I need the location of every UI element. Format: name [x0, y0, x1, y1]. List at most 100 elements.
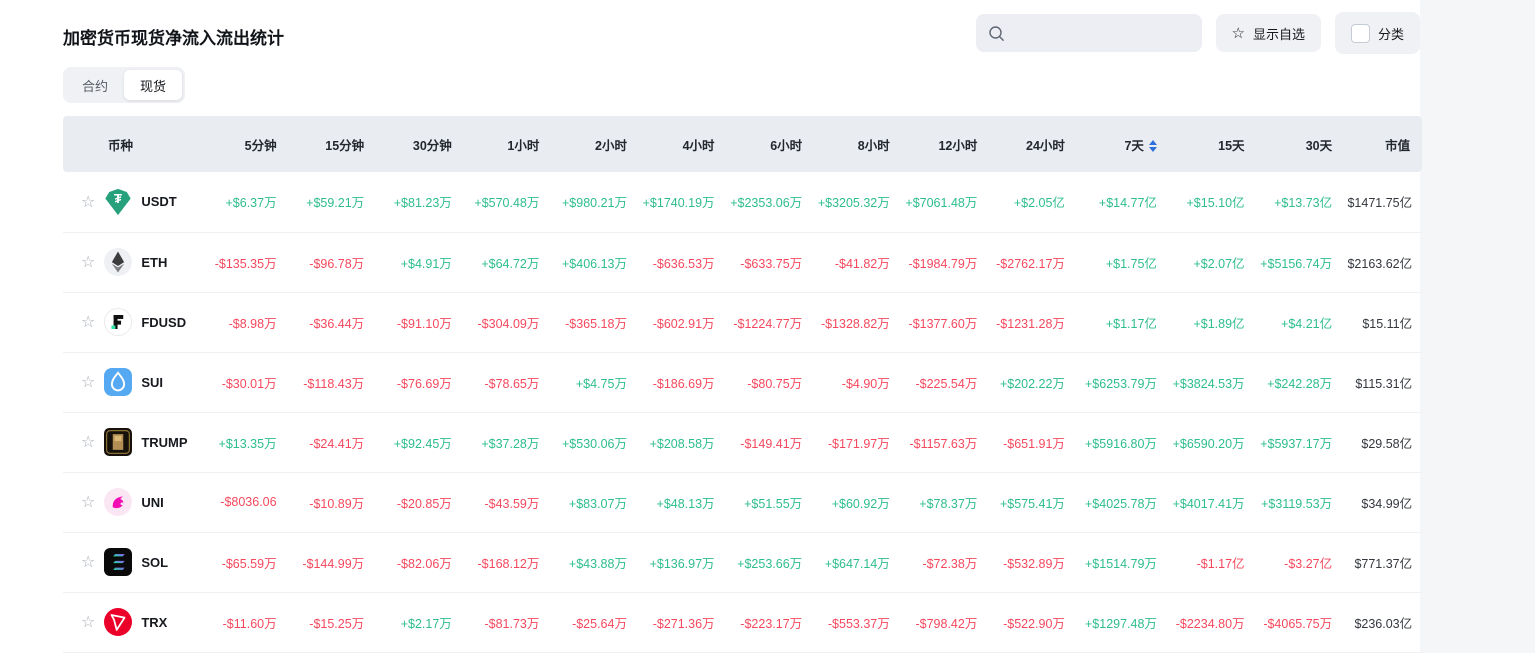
- table-row[interactable]: ☆ SUI -$30.01万 -$118.43万 -$76.69万 -$78.65万 +$4…: [63, 352, 1423, 413]
- flow-value-cell: +$136.97万: [628, 532, 717, 593]
- flow-value-cell: -$798.42万: [891, 592, 980, 653]
- category-checkbox[interactable]: [1350, 23, 1370, 43]
- flow-value-cell: +$575.41万: [979, 472, 1067, 533]
- tab-contract[interactable]: 合约: [82, 78, 109, 94]
- column-header[interactable]: 15分钟: [278, 116, 367, 172]
- search-icon: [988, 25, 1004, 41]
- flow-value-cell: -$225.54万: [891, 352, 980, 413]
- toolbar: ☆ 显示自选 分类: [975, 12, 1420, 54]
- flow-value-cell: -$8036.06: [191, 472, 279, 533]
- coin-symbol: UNI: [141, 494, 164, 510]
- show-favorites-button[interactable]: ☆ 显示自选: [1215, 14, 1321, 52]
- table-row[interactable]: ☆ SOL -$65.59万 -$144.99万 -$82.06万 -$168.12万 +$…: [63, 532, 1423, 593]
- sort-icon[interactable]: [1148, 140, 1157, 153]
- column-header[interactable]: 币种: [63, 116, 191, 172]
- flow-value-cell: +$5916.80万: [1066, 412, 1159, 473]
- column-header[interactable]: 15天: [1158, 116, 1247, 172]
- flow-value-cell: -$1157.63万: [891, 412, 980, 473]
- page-title: 加密货币现货净流入流出统计: [63, 29, 284, 48]
- search-box[interactable]: [975, 14, 1202, 52]
- flow-value-cell: +$7061.48万: [891, 172, 980, 233]
- flow-value-cell: -$65.59万: [191, 532, 279, 593]
- tab-spot[interactable]: 现货: [124, 70, 183, 100]
- table-row[interactable]: ☆ ₮ USDT +$6.37万 +$59.21万 +$81.23万 +$570.48万 +$…: [63, 172, 1423, 233]
- flow-value-cell: -$1224.77万: [716, 292, 805, 353]
- column-header[interactable]: 30分钟: [366, 116, 454, 172]
- flow-value-cell: -$78.65万: [453, 352, 542, 413]
- column-header[interactable]: 市值: [1334, 116, 1423, 172]
- flow-value-cell: -$553.37万: [804, 592, 892, 653]
- flow-value-cell: +$2.17万: [366, 592, 454, 653]
- eth-icon: [104, 248, 133, 276]
- flow-value-cell: +$1.75亿: [1066, 232, 1159, 293]
- flow-value-cell: +$13.35万: [191, 412, 279, 473]
- flow-value-cell: +$37.28万: [453, 412, 542, 473]
- flow-value-cell: -$186.69万: [628, 352, 717, 413]
- flow-value-cell: +$3205.32万: [804, 172, 892, 233]
- favorite-star-icon[interactable]: ☆: [81, 254, 96, 271]
- flow-value-cell: -$4065.75万: [1246, 592, 1335, 653]
- flow-value-cell: +$3824.53万: [1158, 352, 1247, 413]
- column-header[interactable]: 1小时: [453, 116, 542, 172]
- favorite-star-icon[interactable]: ☆: [81, 193, 96, 211]
- table-row[interactable]: ☆ TRX -$11.60万 -$15.25万 +$2.17万 -$81.73万 -$25.…: [63, 592, 1423, 653]
- table-row[interactable]: ☆ UNI -$8036.06 -$10.89万 -$20.85万 -$43.59万 +$8…: [63, 472, 1423, 533]
- column-header[interactable]: 2小时: [541, 116, 629, 172]
- flow-value-cell: +$6253.79万: [1066, 352, 1159, 413]
- column-header[interactable]: 8小时: [804, 116, 892, 172]
- flow-value-cell: +$43.88万: [541, 532, 629, 593]
- flow-value-cell: -$171.97万: [804, 412, 892, 473]
- coin-symbol: USDT: [141, 194, 177, 210]
- flow-value-cell: -$11.60万: [191, 592, 279, 653]
- coin-cell: ☆ TRX: [63, 592, 191, 653]
- flow-value-cell: +$406.13万: [541, 232, 629, 293]
- flow-value-cell: +$78.37万: [891, 472, 980, 533]
- coin-symbol: TRUMP: [141, 434, 188, 450]
- flow-value-cell: -$91.10万: [366, 292, 454, 353]
- flow-value-cell: +$4025.78万: [1066, 472, 1159, 533]
- flow-value-cell: +$530.06万: [541, 412, 629, 473]
- flow-value-cell: +$253.66万: [716, 532, 805, 593]
- flow-value-cell: -$1.17亿: [1158, 532, 1247, 593]
- flow-value-cell: +$4.91万: [366, 232, 454, 293]
- column-header[interactable]: 24小时: [979, 116, 1067, 172]
- flow-value-cell: -$365.18万: [541, 292, 629, 353]
- column-header[interactable]: 6小时: [716, 116, 805, 172]
- column-header[interactable]: 5分钟: [191, 116, 279, 172]
- show-favorites-label: 显示自选: [1252, 26, 1305, 42]
- flow-value-cell: +$14.77亿: [1066, 172, 1159, 233]
- flow-value-cell: -$2234.80万: [1158, 592, 1247, 653]
- fdusd-icon: [104, 308, 133, 336]
- flow-value-cell: +$51.55万: [716, 472, 805, 533]
- favorite-star-icon[interactable]: ☆: [81, 554, 96, 571]
- flow-value-cell: -$149.41万: [716, 412, 805, 473]
- favorite-star-icon[interactable]: ☆: [81, 434, 96, 451]
- column-header[interactable]: 7天: [1066, 116, 1159, 172]
- flow-value-cell: -$602.91万: [628, 292, 717, 353]
- coin-cell: ☆ TRUMP: [63, 412, 191, 473]
- favorite-star-icon[interactable]: ☆: [81, 614, 96, 631]
- usdt-icon: ₮: [104, 188, 132, 216]
- flow-value-cell: +$5156.74万: [1246, 232, 1335, 293]
- category-toggle[interactable]: 分类: [1334, 12, 1420, 54]
- column-header[interactable]: 12小时: [891, 116, 980, 172]
- uni-icon: [104, 488, 133, 516]
- favorite-star-icon[interactable]: ☆: [81, 314, 96, 331]
- flow-value-cell: -$1328.82万: [804, 292, 892, 353]
- table-row[interactable]: ☆ TRUMP +$13.35万 -$24.41万 +$92.45万 +$37.28万 +$…: [63, 412, 1423, 473]
- column-header[interactable]: 4小时: [628, 116, 717, 172]
- flow-value-cell: -$20.85万: [366, 472, 454, 533]
- market-cap-cell: $2163.62亿: [1334, 232, 1423, 293]
- flow-value-cell: +$92.45万: [366, 412, 454, 473]
- table-row[interactable]: ☆ FDUSD -$8.98万 -$36.44万 -$91.10万 -$304.09万 -$…: [63, 292, 1423, 353]
- flows-table-wrap: 币种 5分钟 15分钟 30分钟 1小时 2小时 4小时 6小时 8小时 12小时 24小时 7天 15…: [63, 116, 1423, 653]
- table-row[interactable]: ☆ ETH -$135.35万 -$96.78万 +$4.91万 +$64.72万 +$40…: [63, 232, 1423, 293]
- search-input[interactable]: [1012, 25, 1190, 41]
- favorite-star-icon[interactable]: ☆: [81, 494, 96, 511]
- flow-value-cell: +$2.05亿: [979, 172, 1067, 233]
- star-icon: ☆: [1231, 24, 1245, 42]
- column-header[interactable]: 30天: [1246, 116, 1335, 172]
- favorite-star-icon[interactable]: ☆: [81, 374, 96, 391]
- flow-value-cell: +$202.22万: [979, 352, 1067, 413]
- coin-symbol: FDUSD: [141, 314, 187, 330]
